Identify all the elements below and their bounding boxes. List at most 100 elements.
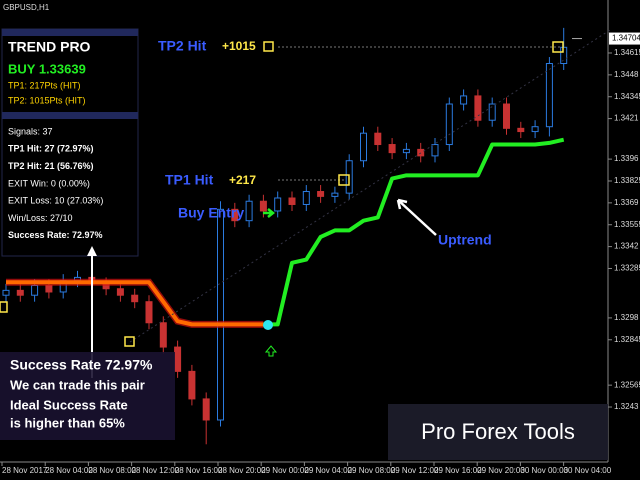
candle-body (188, 370, 196, 400)
x-tick-label: 29 Nov 12:00 (391, 466, 439, 475)
candle-body (217, 208, 224, 421)
candle-body (445, 103, 453, 146)
x-tick-label: 28 Nov 08:00 (88, 466, 136, 475)
y-tick-label: 1.3369 (614, 198, 639, 207)
trend-line (263, 137, 565, 327)
y-tick-label: 1.33285 (614, 264, 640, 273)
candle-body (331, 192, 339, 197)
note-line: Ideal Success Rate (10, 397, 128, 412)
candle-body (45, 284, 53, 293)
x-tick-label: 28 Nov 20:00 (218, 466, 266, 475)
y-tick-label: 1.32565 (614, 380, 640, 389)
x-tick-label: 29 Nov 08:00 (348, 466, 396, 475)
y-tick-label: 1.34345 (614, 92, 640, 101)
y-tick-label: 1.3243 (614, 402, 639, 411)
y-tick-label: 1.34615 (614, 48, 640, 57)
y-tick-label: 1.33555 (614, 220, 640, 229)
y-tick-label: 1.33825 (614, 176, 640, 185)
panel-stat: TP2 Hit: 21 (56.76%) (8, 161, 94, 171)
candle-body (431, 144, 439, 157)
candle-body (131, 294, 139, 303)
brand-box (388, 404, 608, 460)
candle-body (31, 284, 39, 296)
note-title: Success Rate 72.97% (10, 357, 153, 373)
panel-tp1: TP1: 217Pts (HIT) (8, 80, 81, 90)
panel-tp2: TP2: 1015Pts (HIT) (8, 95, 86, 105)
entry-label: Buy Entry (178, 205, 244, 221)
panel-stats: Signals: 37 TP1 Hit: 27 (72.97%) TP2 Hit: … (8, 126, 103, 240)
info-panel (1, 28, 139, 257)
y-tick-label: 1.3396 (614, 154, 639, 163)
y-tick-label: 1.3342 (614, 242, 639, 251)
candle-body (16, 289, 24, 296)
x-tick-label: 29 Nov 04:00 (304, 466, 352, 475)
y-tick-label: 1.3448 (614, 70, 639, 79)
tp1-label: TP1 Hit (165, 172, 214, 188)
x-tick-label: 29 Nov 16:00 (434, 466, 482, 475)
current-price-box (609, 32, 640, 45)
candle-body (545, 63, 553, 128)
candle-body (317, 191, 325, 197)
trend-line (6, 280, 264, 327)
candle-body (245, 200, 253, 222)
x-tick-label: 28 Nov 16:00 (175, 466, 223, 475)
candle-body (460, 95, 468, 105)
entry-dot (263, 320, 273, 330)
uptrend-arrow (396, 198, 437, 236)
symbol: GBPUSD,H1 (3, 3, 50, 12)
candle-body (259, 200, 267, 212)
panel-stat: TP1 Hit: 27 (72.97%) (8, 144, 94, 154)
panel-stat: Signals: 37 (8, 126, 53, 136)
entry-arrow (263, 208, 276, 218)
candle-body (488, 103, 496, 121)
candle-body (503, 103, 510, 129)
uptrend-label: Uptrend (438, 232, 492, 248)
panel-signal: BUY 1.33639 (8, 61, 86, 76)
tp2-label: TP2 Hit (158, 38, 207, 54)
x-tick-label: 29 Nov 00:00 (261, 466, 309, 475)
candle-body (388, 144, 396, 154)
x-tick-label: 28 Nov 2017 (2, 466, 48, 475)
y-tick-label: 1.32845 (614, 335, 640, 344)
buy-arrow (264, 345, 278, 357)
tp-marker (124, 336, 135, 347)
panel-title: TREND PRO (8, 39, 91, 55)
candle-body (274, 197, 282, 212)
panel-stat: Success Rate: 72.97% (8, 230, 103, 240)
candle-body (474, 95, 482, 121)
candle-body (531, 126, 539, 133)
candle-body (174, 346, 182, 372)
x-tick-label: 28 Nov 04:00 (45, 466, 93, 475)
note-line: We can trade this pair (10, 377, 145, 392)
note-box (0, 352, 175, 440)
candle-body (517, 127, 525, 133)
y-tick-label: 1.3298 (614, 313, 639, 322)
candle-body (159, 322, 167, 348)
candle-body (2, 289, 10, 296)
candle-body (402, 148, 410, 154)
candle-body (145, 301, 153, 324)
x-tick-label: 28 Nov 12:00 (132, 466, 180, 475)
x-tick-label: 30 Nov 04:00 (564, 466, 612, 475)
candle-body (302, 191, 310, 205)
note-line: is higher than 65% (10, 415, 125, 430)
y-tick-label: 1.3421 (614, 114, 639, 123)
panel-bar (2, 112, 138, 119)
current-price-label: 1.34704 (612, 34, 640, 43)
panel-bar (2, 29, 138, 36)
candle-body (116, 288, 124, 296)
candle-body (374, 132, 382, 146)
note-pointer-head (87, 246, 97, 256)
candle-body (360, 132, 367, 162)
panel-stat: EXIT Win: 0 (0.00%) (8, 178, 90, 188)
candle-body (231, 208, 239, 222)
plot (2, 27, 568, 445)
panel-stat: EXIT Loss: 10 (27.03%) (8, 196, 103, 206)
tp2-points: +1015 (222, 39, 256, 53)
tp-marker (0, 301, 8, 313)
panel-stat: Win/Loss: 27/10 (8, 213, 73, 223)
candle-body (202, 398, 210, 421)
tp1-points: +217 (229, 173, 256, 187)
x-tick-label: 29 Nov 20:00 (477, 466, 525, 475)
